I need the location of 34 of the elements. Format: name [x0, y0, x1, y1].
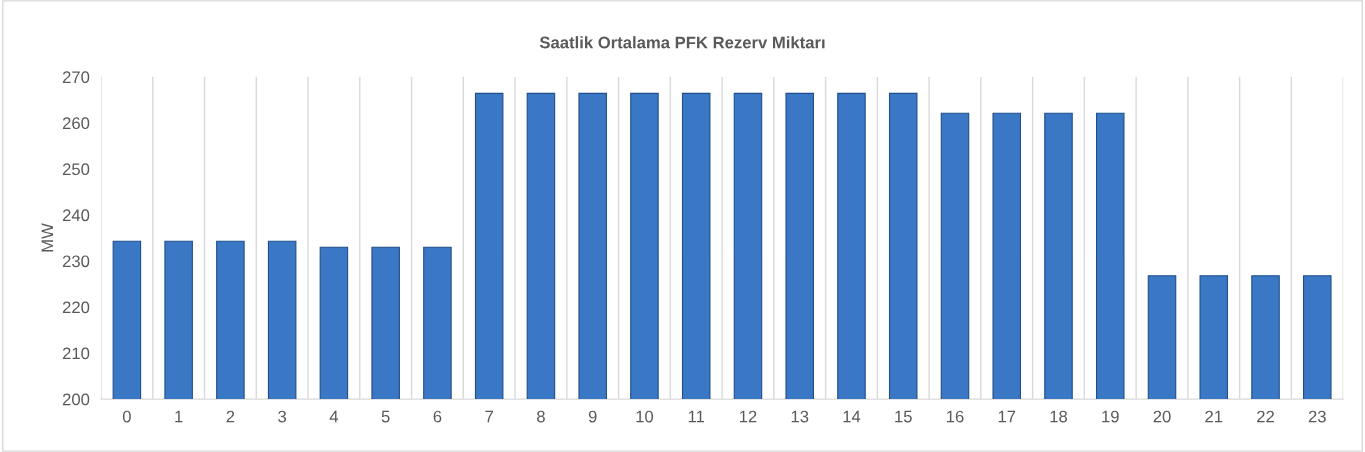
- x-tick-label: 0: [122, 410, 131, 423]
- y-tick-label: 200: [62, 393, 90, 406]
- x-tick-label: 14: [843, 410, 861, 423]
- y-axis-title: MW: [41, 223, 54, 252]
- x-tick-label: 15: [895, 410, 912, 423]
- x-tick-label: 19: [1102, 410, 1119, 423]
- x-tick-label: 10: [636, 410, 654, 423]
- chart-title: Saatlik Ortalama PFK Rezerv Miktarı: [539, 36, 825, 49]
- x-tick-label: 4: [329, 410, 339, 423]
- x-tick-label: 23: [1308, 410, 1326, 423]
- y-tick-label: 230: [62, 255, 90, 268]
- y-tick-label: 240: [62, 209, 90, 222]
- x-tick-label: 16: [946, 410, 964, 423]
- x-tick-label: 12: [739, 410, 757, 423]
- x-tick-label: 7: [485, 410, 493, 423]
- y-tick-label: 220: [62, 301, 90, 314]
- x-tick-label: 5: [381, 410, 390, 423]
- x-tick-label: 9: [588, 410, 597, 423]
- x-tick-label: 22: [1257, 410, 1274, 423]
- y-tick-label: 250: [62, 163, 90, 176]
- x-tick-label: 17: [998, 410, 1016, 423]
- x-tick-label: 1: [175, 410, 183, 423]
- x-tick-label: 13: [791, 410, 809, 423]
- x-tick-label: 11: [688, 410, 705, 423]
- x-tick-label: 3: [278, 410, 287, 423]
- x-tick-label: 6: [433, 410, 442, 423]
- x-tick-label: 8: [537, 410, 545, 423]
- x-tick-label: 18: [1050, 410, 1068, 423]
- y-tick-label: 260: [62, 117, 90, 130]
- x-tick-label: 2: [226, 410, 235, 423]
- x-tick-label: 20: [1153, 410, 1171, 423]
- y-tick-label: 270: [62, 71, 90, 84]
- x-tick-label: 21: [1205, 410, 1223, 423]
- y-tick-label: 210: [62, 347, 90, 360]
